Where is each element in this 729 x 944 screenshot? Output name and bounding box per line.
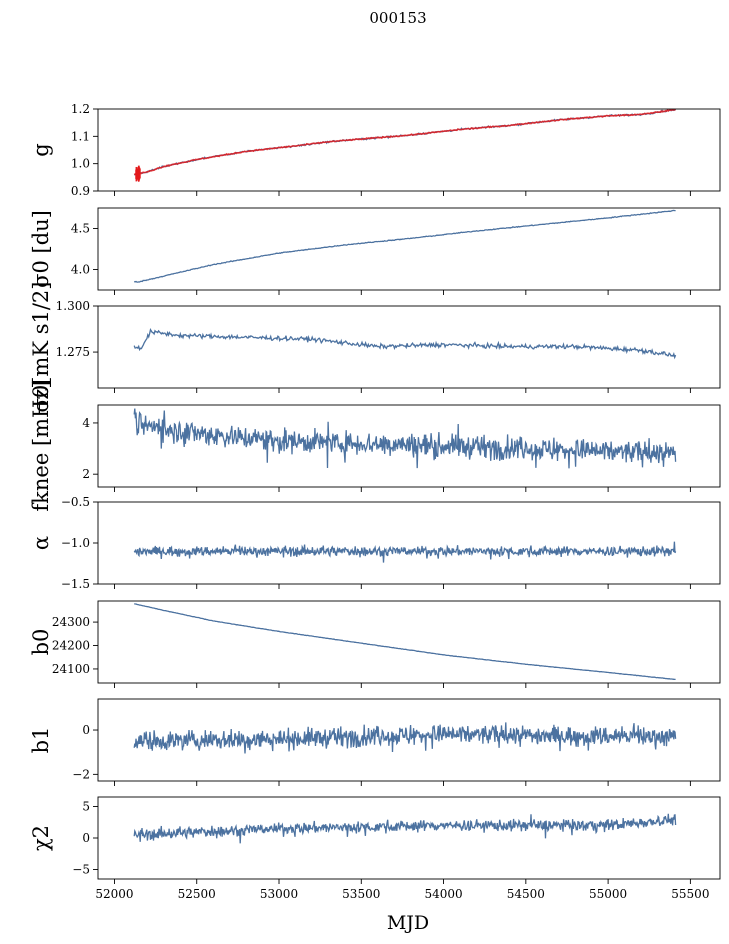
fit-line-g bbox=[133, 109, 676, 176]
series-line-sigma0_mk bbox=[133, 328, 677, 360]
axes-frame-b0 bbox=[97, 600, 721, 684]
y-tick-label-fknee: 4 bbox=[82, 416, 90, 430]
y-axis-label-fknee: fknee [mHz] bbox=[29, 380, 53, 511]
y-tick-label-b0: 24300 bbox=[52, 615, 90, 629]
y-tick-label-g: 0.9 bbox=[71, 184, 90, 198]
figure-title: 000153 bbox=[369, 9, 426, 27]
series-line-g bbox=[133, 109, 677, 176]
y-tick-label-alpha: −0.5 bbox=[61, 495, 90, 509]
x-tick-label: 53000 bbox=[260, 887, 298, 901]
x-tick-label: 55500 bbox=[671, 887, 709, 901]
y-tick-label-b1: 0 bbox=[82, 723, 90, 737]
y-axis-label-b1: b1 bbox=[29, 727, 53, 754]
y-tick-label-alpha: −1.0 bbox=[61, 536, 90, 550]
series-line-chi2 bbox=[133, 813, 677, 844]
y-tick-label-sigma0: 4.5 bbox=[71, 222, 90, 236]
y-tick-label-fknee: 2 bbox=[82, 467, 90, 481]
series-line-b1 bbox=[133, 722, 677, 754]
panel-fknee: 2 4 fknee [mHz] bbox=[29, 380, 721, 512]
x-tick-label: 53500 bbox=[342, 887, 380, 901]
axes-frame-fknee bbox=[97, 404, 721, 488]
panel-g: 0.9 1.0 1.1 1.2 g bbox=[29, 102, 721, 198]
panel-b1: −2 0 b1 bbox=[29, 698, 721, 786]
x-tick-label: 52500 bbox=[178, 887, 216, 901]
y-axis-label-sigma0: σ0 [du] bbox=[29, 210, 53, 288]
y-tick-label-sigma0_mk: 1.275 bbox=[56, 345, 90, 359]
subplots: 0.9 1.0 1.1 1.2 g 4.0 4.5 σ0 [du] 1.275 1.300σ0[m… bbox=[29, 102, 721, 901]
axes-frame-g bbox=[97, 108, 721, 192]
panel-chi2: −5 0 5 52000 52500 53000 53500 54000 54500 55000 5… bbox=[29, 796, 721, 901]
y-axis-label-g: g bbox=[29, 143, 53, 156]
axes-frame-alpha bbox=[97, 501, 721, 585]
y-axis-label-chi2: χ2 bbox=[29, 825, 53, 851]
series-line-b0 bbox=[134, 603, 676, 681]
y-axis-label-alpha: α bbox=[29, 536, 53, 550]
axes-frame-sigma0_mk bbox=[97, 305, 721, 389]
y-tick-label-sigma0_mk: 1.300 bbox=[56, 299, 90, 313]
panel-alpha: −1.5 −1.0 −0.5 α bbox=[29, 495, 721, 591]
series-line-fknee bbox=[133, 408, 677, 469]
series-line-sigma0 bbox=[133, 209, 676, 283]
panel-sigma0: 4.0 4.5 σ0 [du] bbox=[29, 207, 721, 295]
axes-frame-sigma0 bbox=[97, 207, 721, 291]
y-tick-label-sigma0: 4.0 bbox=[71, 263, 90, 277]
x-tick-label: 52000 bbox=[95, 887, 133, 901]
y-tick-label-b0: 24100 bbox=[52, 662, 90, 676]
y-tick-label-b0: 24200 bbox=[52, 639, 90, 653]
axes-frame-chi2 bbox=[97, 796, 721, 880]
y-axis-label-sigma0_mk: σ0[mK s1/2] bbox=[29, 282, 53, 413]
y-tick-label-alpha: −1.5 bbox=[61, 577, 90, 591]
x-axis-label: MJD bbox=[387, 912, 429, 934]
y-axis-label-b0: b0 bbox=[29, 629, 53, 656]
y-tick-label-g: 1.2 bbox=[71, 102, 90, 116]
y-tick-label-b1: −2 bbox=[72, 767, 90, 781]
series-line-alpha bbox=[133, 541, 677, 563]
axes-frame-b1 bbox=[97, 698, 721, 782]
y-tick-label-g: 1.1 bbox=[71, 129, 90, 143]
x-tick-label: 55000 bbox=[589, 887, 627, 901]
x-tick-label: 54000 bbox=[424, 887, 462, 901]
y-tick-label-chi2: −5 bbox=[72, 863, 90, 877]
x-tick-label: 54500 bbox=[507, 887, 545, 901]
y-tick-label-chi2: 5 bbox=[82, 799, 90, 813]
y-tick-label-chi2: 0 bbox=[82, 831, 90, 845]
y-tick-label-g: 1.0 bbox=[71, 157, 90, 171]
